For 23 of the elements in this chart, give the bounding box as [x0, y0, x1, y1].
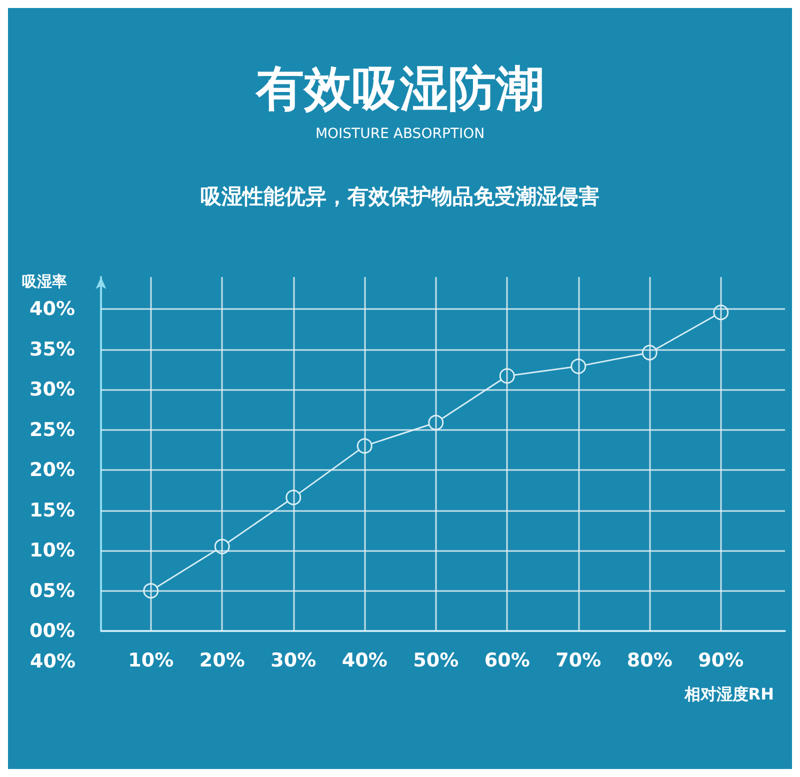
y-tick-label: 25% — [30, 418, 75, 441]
y-tick-label: 15% — [30, 499, 75, 522]
text: 吸湿性能优异，有效保护物品免受潮湿侵害 — [200, 184, 600, 208]
x-tick-label: 50% — [413, 650, 459, 672]
x-tick-label: 80% — [626, 650, 672, 672]
y-tick-label: 35% — [30, 338, 75, 360]
y-tick-label: 20% — [30, 459, 75, 482]
x-axis-title: 相对湿度RH — [683, 684, 774, 704]
x-tick-label: 70% — [556, 650, 602, 672]
y-tick-label: 00% — [30, 620, 75, 642]
y-tick-label: 30% — [30, 378, 75, 401]
chart-title: 有效吸湿防潮 — [255, 61, 544, 117]
x-tick-label: 60% — [484, 650, 530, 672]
x-tick-label: 40% — [342, 650, 388, 672]
y-tick-label: 10% — [30, 540, 75, 562]
y-axis-title: 吸湿率 — [22, 272, 67, 290]
chart-subtitle: MOISTURE ABSORPTION — [315, 126, 485, 142]
x-tick-label: 30% — [270, 650, 316, 672]
y-tick-label: 05% — [30, 580, 75, 602]
x-tick-label: 90% — [698, 650, 744, 672]
y-tick-label: 40% — [30, 298, 75, 320]
x-tick-label: 20% — [199, 650, 245, 672]
x-tick-label: 10% — [128, 650, 174, 672]
